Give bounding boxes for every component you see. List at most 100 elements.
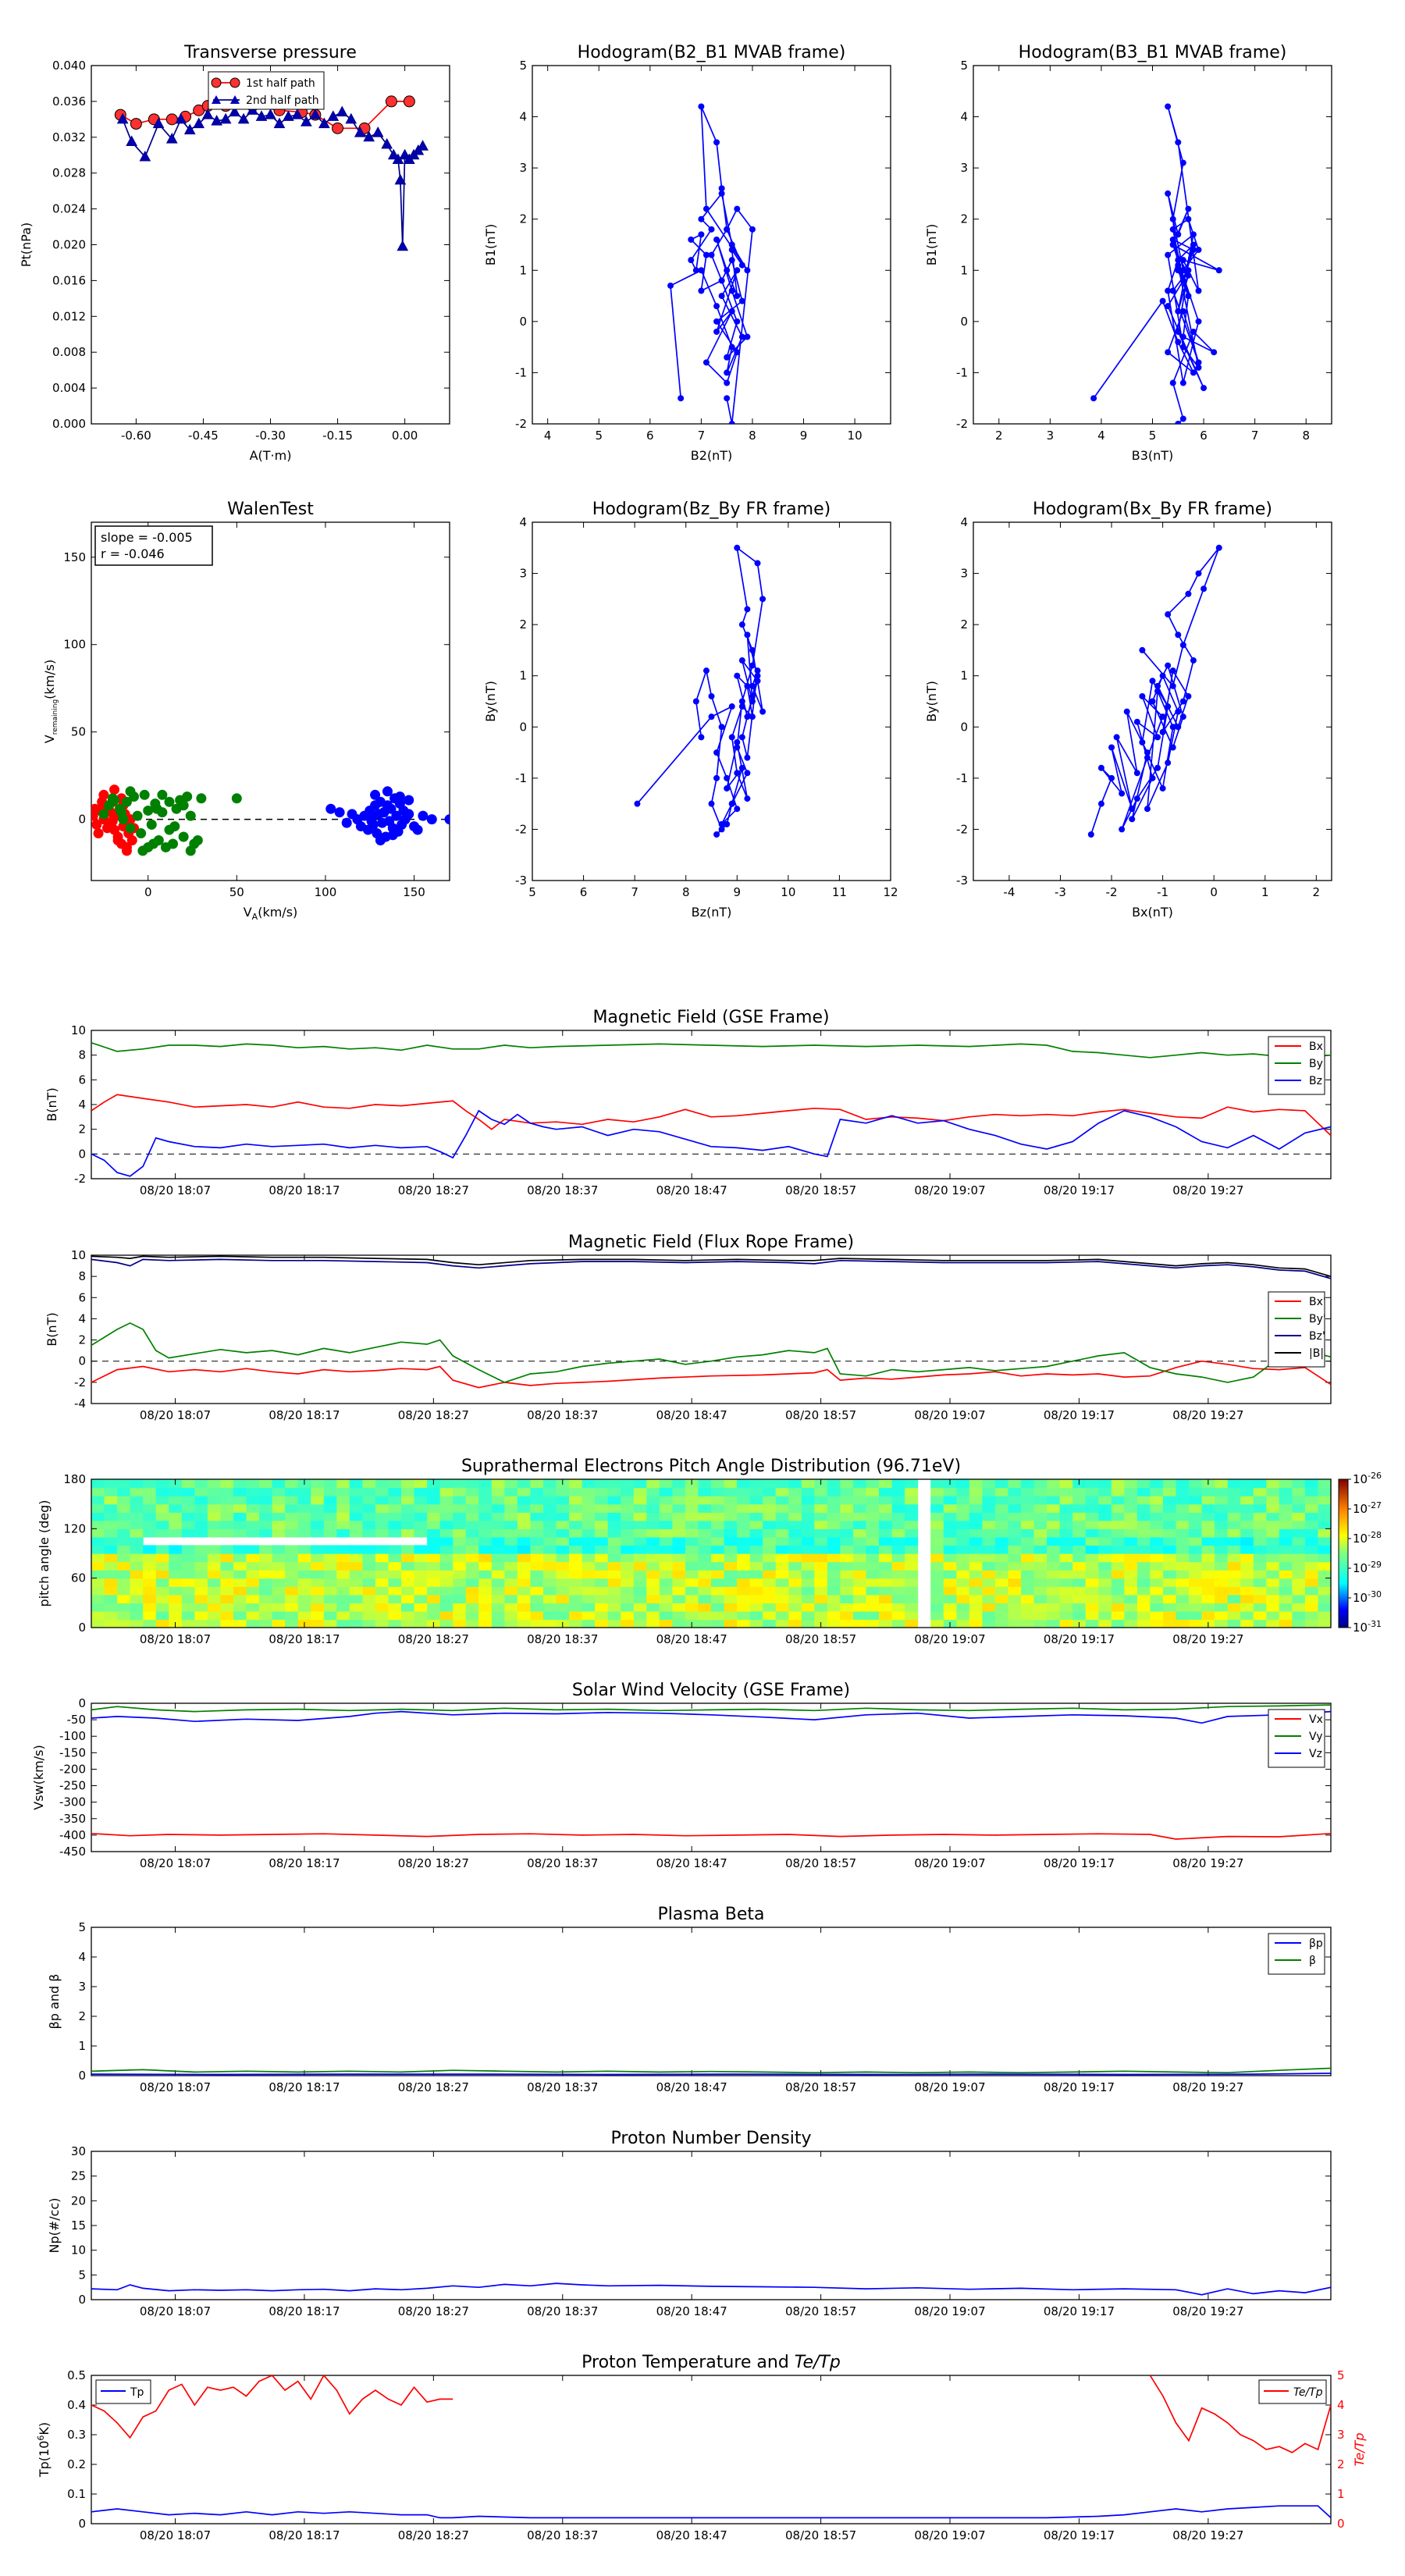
heatmap-cell — [1240, 1619, 1254, 1628]
x-tick-label: 6 — [580, 885, 588, 899]
heatmap-cell — [1227, 1586, 1241, 1596]
heatmap-cell — [311, 1570, 325, 1579]
heatmap-cell — [905, 1503, 919, 1513]
heatmap-cell — [1150, 1603, 1164, 1612]
heatmap-cell — [788, 1594, 802, 1603]
heatmap-cell — [698, 1536, 712, 1546]
scatter-point — [98, 809, 109, 820]
heatmap-cell — [362, 1512, 376, 1521]
heatmap-cell — [866, 1578, 880, 1587]
heatmap-cell — [1279, 1487, 1293, 1496]
heatmap-cell — [659, 1586, 673, 1596]
heatmap-cell — [827, 1520, 841, 1529]
heatmap-cell — [143, 1553, 157, 1563]
heatmap-cell — [1059, 1512, 1073, 1521]
heatmap-cell — [1136, 1536, 1151, 1546]
heatmap-cell — [646, 1610, 660, 1621]
heatmap-cell — [1033, 1512, 1048, 1521]
heatmap-cell — [285, 1570, 299, 1579]
scatter-point — [143, 805, 154, 816]
x-tick-label: 8 — [1302, 429, 1310, 443]
heatmap-cell — [595, 1619, 609, 1628]
heatmap-cell — [595, 1528, 609, 1538]
heatmap-cell — [388, 1503, 402, 1513]
x-tick-label: 08/20 18:57 — [785, 1408, 856, 1422]
heatmap-cell — [336, 1520, 350, 1529]
heatmap-cell — [285, 1487, 299, 1496]
heatmap-cell — [207, 1487, 221, 1496]
heatmap-cell — [801, 1487, 815, 1496]
heatmap-cell — [943, 1586, 957, 1596]
hodogram-point — [713, 139, 720, 146]
heatmap-cell — [595, 1570, 609, 1579]
heatmap-cell — [453, 1586, 467, 1596]
hodogram-point — [738, 297, 745, 304]
heatmap-cell — [595, 1503, 609, 1513]
heatmap-cell — [246, 1586, 260, 1596]
hodogram-point — [1165, 760, 1172, 767]
heatmap-cell — [375, 1561, 389, 1571]
heatmap-cell — [943, 1512, 957, 1521]
heatmap-cell — [595, 1594, 609, 1603]
heatmap-cell — [1279, 1619, 1293, 1628]
heatmap-cell — [311, 1503, 325, 1513]
heatmap-cell — [427, 1570, 441, 1579]
heatmap-cell — [491, 1536, 505, 1546]
heatmap-cell — [749, 1545, 763, 1554]
heatmap-cell — [1008, 1610, 1022, 1621]
heatmap-cell — [453, 1553, 467, 1563]
heatmap-cell — [272, 1594, 286, 1603]
hodogram-point — [1200, 585, 1208, 592]
heatmap-cell — [130, 1520, 144, 1529]
legend-label: 1st half path — [246, 77, 315, 90]
heatmap-cell — [285, 1578, 299, 1587]
heatmap-cell — [233, 1594, 247, 1603]
data-point-2nd-half — [152, 117, 165, 129]
y-tick-label: 0 — [78, 2293, 86, 2307]
hodogram-point — [667, 282, 674, 289]
plot-area — [634, 544, 767, 838]
heatmap-cell — [672, 1545, 686, 1554]
heatmap-cell — [349, 1610, 363, 1621]
heatmap-cell — [1304, 1487, 1318, 1496]
heatmap-cell — [1085, 1520, 1099, 1529]
heatmap-cell — [1072, 1545, 1087, 1554]
hodogram-point — [1169, 379, 1176, 386]
heatmap-cell — [1021, 1594, 1035, 1603]
y-tick-label: 4 — [519, 110, 527, 124]
hodogram-point — [724, 354, 731, 361]
heatmap-cell — [982, 1586, 996, 1596]
scatter-point — [404, 809, 414, 820]
heatmap-cell — [569, 1570, 583, 1579]
heatmap-cell — [1163, 1503, 1177, 1513]
hodogram-point — [1154, 764, 1161, 771]
heatmap-cell — [711, 1503, 725, 1513]
heatmap-cell — [1304, 1479, 1318, 1489]
hodogram-point — [724, 395, 731, 402]
hodogram-point — [708, 713, 715, 720]
heatmap-cell — [465, 1610, 479, 1621]
heatmap-cell — [143, 1561, 157, 1571]
heatmap-cell — [504, 1479, 518, 1489]
data-point-2nd-half — [237, 112, 250, 124]
heatmap-cell — [1008, 1503, 1022, 1513]
x-axis-label: VA(km/s) — [244, 905, 298, 922]
heatmap-cell — [801, 1619, 815, 1628]
heatmap-cell — [491, 1487, 505, 1496]
heatmap-cell — [1163, 1487, 1177, 1496]
scatter-point — [178, 800, 189, 811]
heatmap-cell — [1033, 1586, 1048, 1596]
heatmap-cell — [1253, 1479, 1267, 1489]
heatmap-cell — [1150, 1496, 1164, 1505]
heatmap-cell — [814, 1528, 828, 1538]
hodogram-point — [728, 343, 735, 350]
scatter-point — [169, 821, 180, 832]
heatmap-cell — [1047, 1561, 1061, 1571]
heatmap-cell — [504, 1553, 518, 1563]
heatmap-cell — [465, 1479, 479, 1489]
heatmap-cell — [943, 1528, 957, 1538]
x-tick-label: 6 — [1200, 429, 1208, 443]
heatmap-cell — [272, 1553, 286, 1563]
heatmap-cell — [1279, 1553, 1293, 1563]
heatmap-cell — [956, 1536, 970, 1546]
